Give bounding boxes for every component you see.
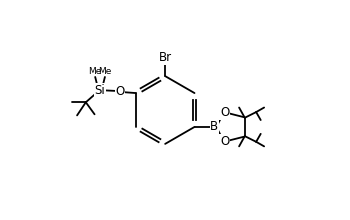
Text: O: O — [220, 135, 229, 148]
Text: O: O — [115, 85, 124, 98]
Text: Br: Br — [159, 51, 172, 64]
Text: Si: Si — [95, 84, 105, 97]
Text: Me: Me — [98, 67, 112, 76]
Text: B: B — [210, 120, 218, 134]
Text: O: O — [220, 106, 229, 119]
Text: Me: Me — [89, 67, 102, 76]
